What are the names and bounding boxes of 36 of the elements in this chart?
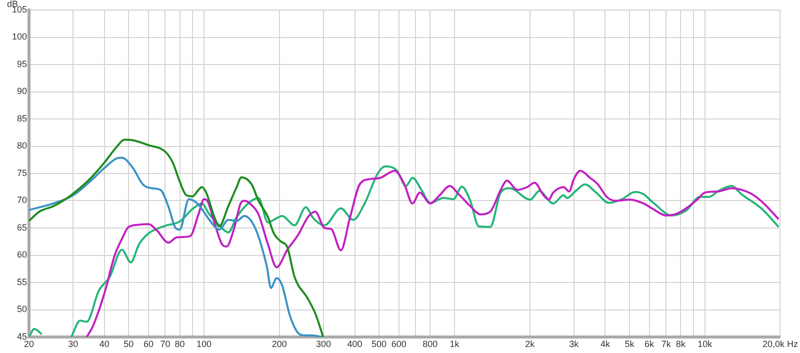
x-tick-label: 400 xyxy=(347,338,362,349)
x-tick-label: 3k xyxy=(569,338,580,349)
x-tick-label: 600 xyxy=(391,338,406,349)
x-tick-label: 200 xyxy=(272,338,287,349)
x-tick-label: 50 xyxy=(124,338,134,349)
x-tick-label: 100 xyxy=(196,338,212,349)
y-tick-label: 60 xyxy=(16,250,27,260)
y-tick-label: 80 xyxy=(16,140,27,151)
x-tick-label: 300 xyxy=(316,338,332,349)
x-tick-label: 500 xyxy=(372,338,387,349)
y-tick-label: 45 xyxy=(16,331,27,342)
x-tick-label: 7k xyxy=(661,338,672,349)
x-tick-label: 1k xyxy=(450,338,460,349)
x-tick-label: 8k xyxy=(676,338,686,349)
x-tick-label: 60 xyxy=(143,338,154,349)
y-tick-label: 50 xyxy=(16,304,27,314)
y-tick-label: 95 xyxy=(16,58,27,69)
x-tick-label: 70 xyxy=(160,338,170,349)
x-tick-label: 800 xyxy=(422,338,438,349)
x-tick-label: 20 xyxy=(24,338,34,349)
y-tick-label: 65 xyxy=(16,222,27,232)
y-tick-label: 85 xyxy=(16,113,27,124)
y-tick-label: 100 xyxy=(12,32,27,42)
y-tick-label: 90 xyxy=(16,86,27,96)
x-tick-label: 80 xyxy=(174,338,185,349)
y-tick-label: 55 xyxy=(16,276,27,287)
x-tick-label: 30 xyxy=(68,338,78,349)
x-tick-label: 10k xyxy=(698,338,713,349)
x-tick-label: 5k xyxy=(624,338,635,349)
x-tick-label: 2k xyxy=(525,338,536,349)
x-tick-label: 40 xyxy=(99,338,110,349)
y-tick-label: 70 xyxy=(16,195,27,206)
y-tick-label: 75 xyxy=(16,168,27,178)
x-tick-label: 4k xyxy=(600,338,610,349)
x-tick-label: 6k xyxy=(644,338,655,349)
x-tick-label: 20,0k Hz xyxy=(762,338,798,349)
